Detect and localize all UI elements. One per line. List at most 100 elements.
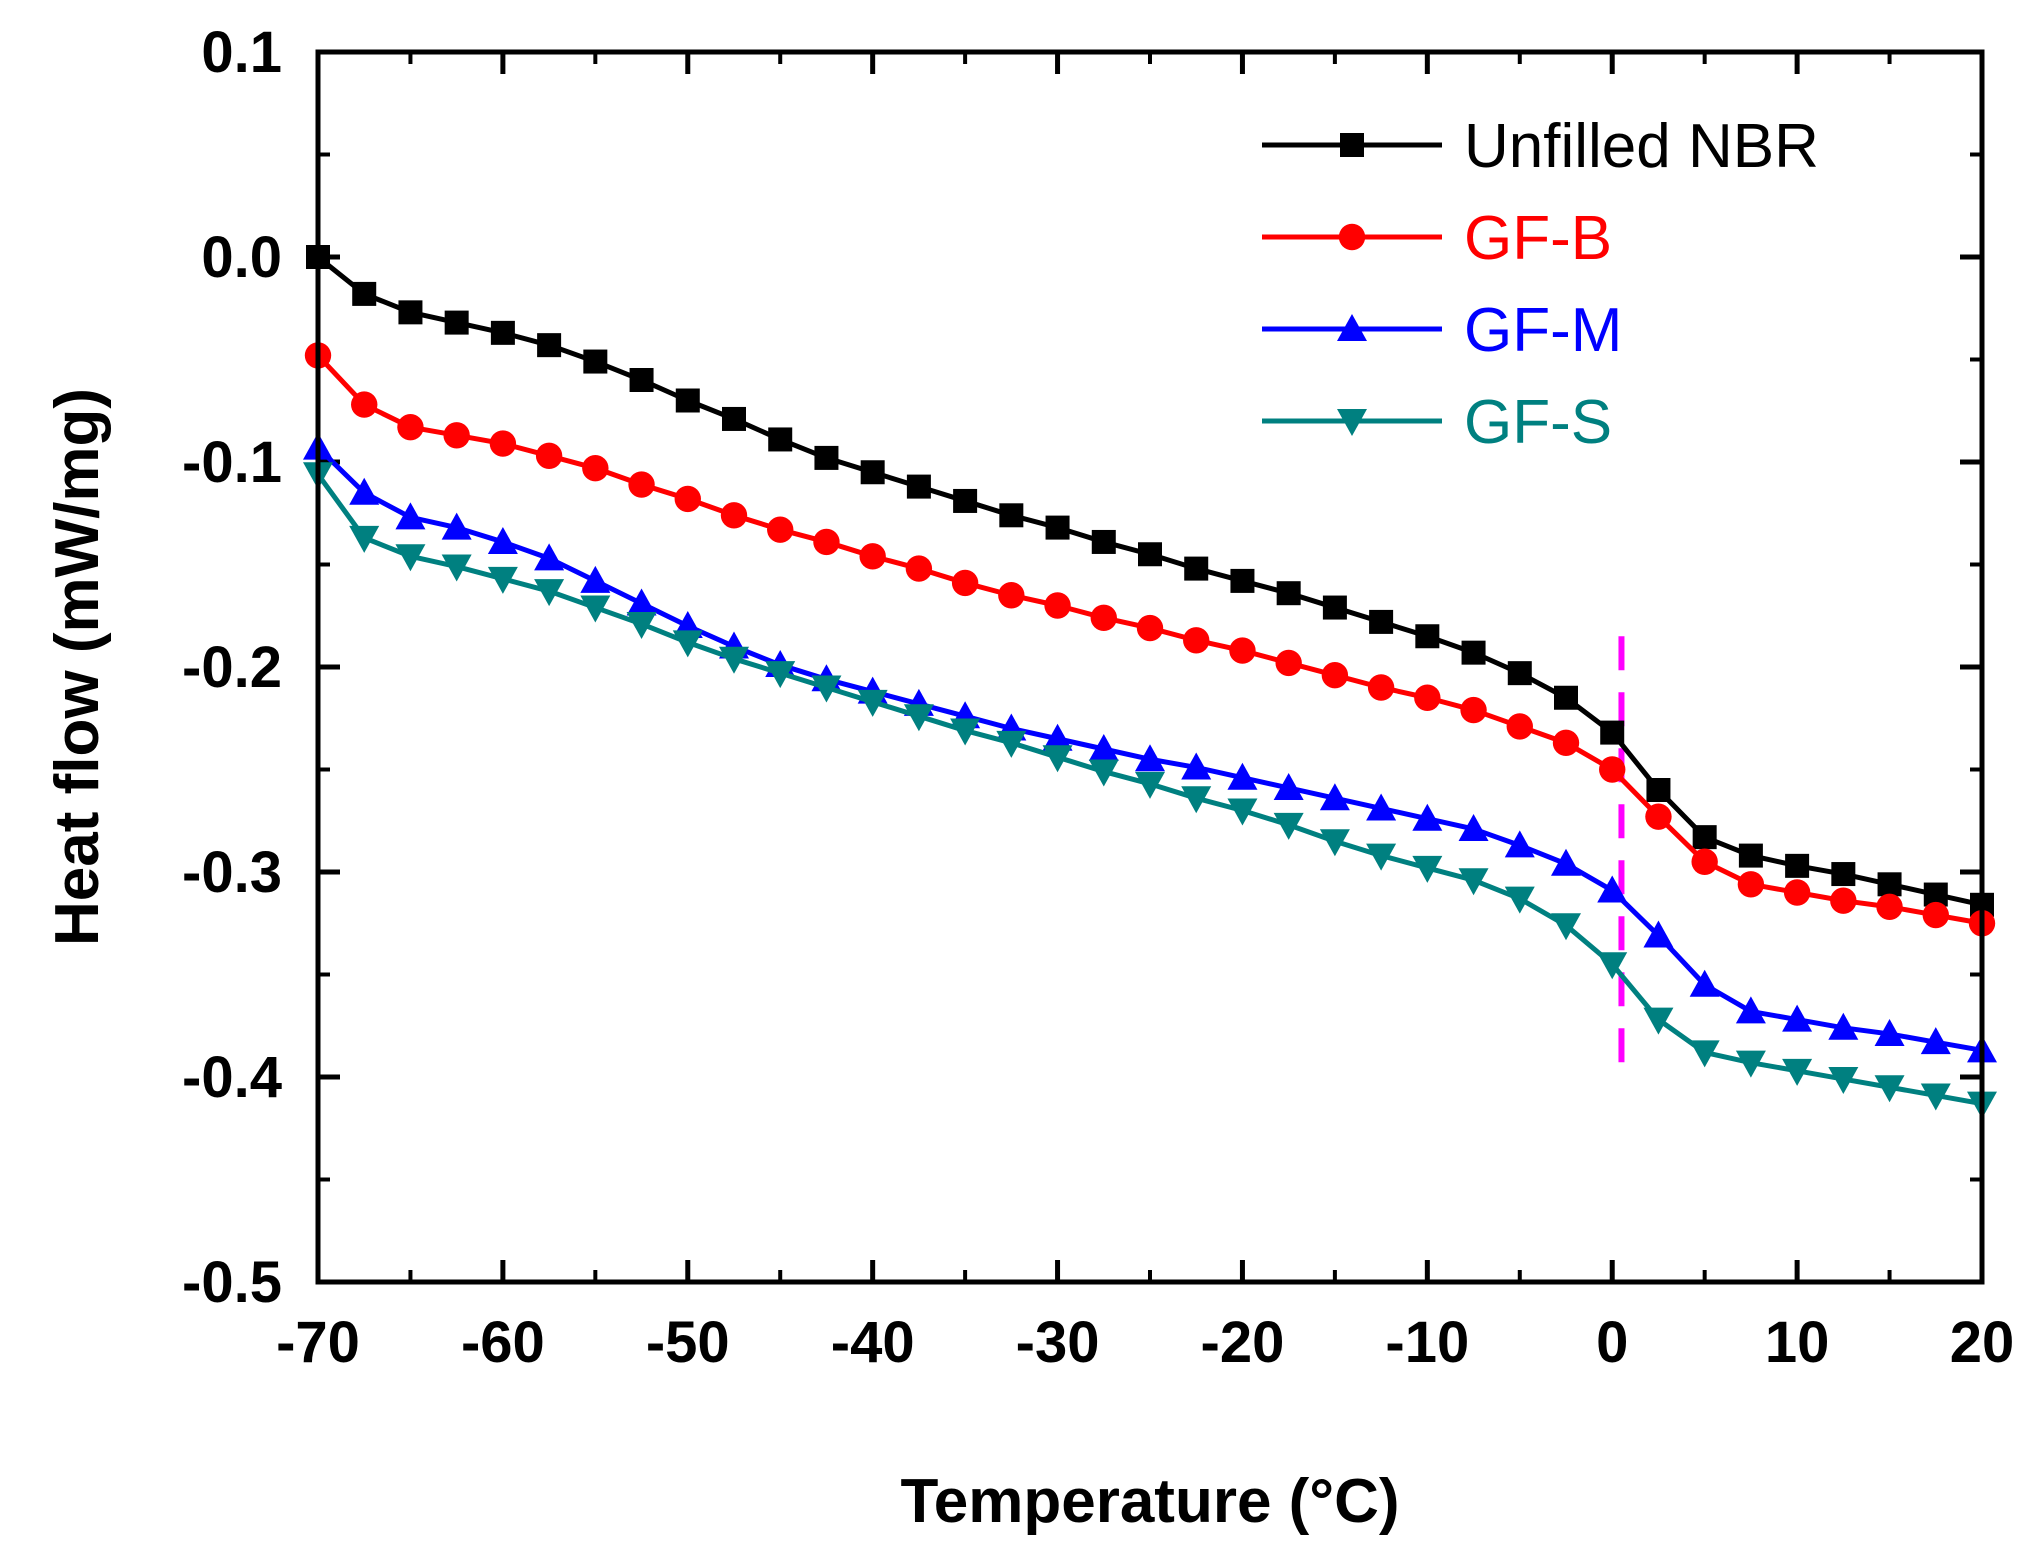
data-point-gf-m bbox=[1735, 996, 1766, 1024]
data-point-unfilled-nbr bbox=[1785, 853, 1810, 878]
data-point-unfilled-nbr bbox=[1507, 661, 1532, 686]
data-point-unfilled-nbr bbox=[768, 427, 793, 452]
data-point-unfilled-nbr bbox=[860, 460, 885, 485]
data-point-gf-s bbox=[857, 689, 888, 717]
data-point-gf-b bbox=[1737, 871, 1765, 898]
data-point-gf-s bbox=[487, 566, 518, 594]
axis-ticks bbox=[315, 49, 1985, 1285]
data-point-gf-b bbox=[628, 471, 655, 498]
data-point-gf-m bbox=[1828, 1012, 1859, 1040]
data-point-gf-s bbox=[441, 554, 472, 582]
data-point-gf-m bbox=[1135, 744, 1165, 772]
series-gf-m bbox=[303, 432, 1997, 1063]
data-point-gf-m bbox=[1643, 920, 1674, 948]
data-point-gf-s bbox=[765, 661, 796, 689]
legend-marker bbox=[1338, 223, 1366, 251]
data-point-unfilled-nbr bbox=[1554, 685, 1578, 710]
data-point-unfilled-nbr bbox=[1646, 778, 1671, 802]
plot-frame bbox=[315, 49, 1985, 1285]
y-tick-labels: -0.5 -0.4 -0.3 -0.2 -0.1 0.0 0.1 bbox=[182, 20, 282, 1315]
data-point-gf-s bbox=[719, 646, 749, 674]
data-point-gf-b bbox=[1136, 614, 1164, 642]
data-point-unfilled-nbr bbox=[1230, 568, 1255, 593]
x-tick-label: -60 bbox=[461, 1310, 545, 1375]
data-point-gf-b bbox=[1783, 879, 1811, 906]
data-point-gf-m bbox=[1181, 752, 1212, 780]
y-tick-label: 0.0 bbox=[201, 225, 282, 290]
data-point-gf-m bbox=[1874, 1018, 1905, 1046]
legend: Unfilled NBR GF-B GF-M GF-S bbox=[1262, 112, 1819, 457]
data-point-unfilled-nbr bbox=[906, 474, 931, 499]
data-point-unfilled-nbr bbox=[1831, 862, 1856, 887]
data-point-gf-b bbox=[443, 422, 470, 449]
y-tick-label: -0.2 bbox=[182, 635, 282, 700]
x-tick-label: -40 bbox=[831, 1310, 915, 1375]
data-point-gf-m bbox=[1920, 1027, 1951, 1055]
data-point-unfilled-nbr bbox=[490, 320, 515, 345]
data-point-gf-s bbox=[395, 544, 426, 572]
data-point-gf-s bbox=[1042, 745, 1073, 773]
legend-label: GF-M bbox=[1464, 296, 1622, 365]
data-point-unfilled-nbr bbox=[1045, 515, 1070, 540]
data-point-gf-s bbox=[1920, 1083, 1951, 1111]
data-point-unfilled-nbr bbox=[1138, 542, 1162, 567]
data-point-gf-s bbox=[626, 611, 657, 639]
legend-entry-gf-s: GF-S bbox=[1262, 388, 1612, 457]
legend-marker bbox=[1337, 314, 1367, 341]
data-point-gf-s bbox=[1735, 1050, 1766, 1078]
data-point-unfilled-nbr bbox=[675, 388, 700, 413]
data-point-gf-s bbox=[996, 730, 1027, 758]
data-point-gf-b bbox=[998, 582, 1025, 609]
data-point-gf-m bbox=[1366, 793, 1397, 821]
data-point-gf-s bbox=[1088, 759, 1119, 787]
series-group bbox=[303, 245, 1997, 1119]
data-point-gf-b bbox=[1830, 887, 1857, 914]
x-tick-label: -50 bbox=[646, 1310, 730, 1375]
x-axis-title: Temperature (°C) bbox=[900, 1467, 1399, 1536]
y-tick-label: -0.1 bbox=[182, 430, 282, 495]
data-point-unfilled-nbr bbox=[814, 445, 839, 470]
data-point-unfilled-nbr bbox=[1276, 581, 1301, 606]
data-point-unfilled-nbr bbox=[398, 300, 423, 325]
data-point-gf-b bbox=[1599, 756, 1626, 783]
data-point-unfilled-nbr bbox=[629, 368, 654, 392]
legend-label: Unfilled NBR bbox=[1464, 112, 1819, 181]
data-point-unfilled-nbr bbox=[1369, 609, 1394, 634]
data-point-unfilled-nbr bbox=[953, 488, 978, 513]
data-point-gf-m bbox=[1273, 772, 1304, 800]
data-point-gf-m bbox=[1088, 734, 1119, 761]
data-point-gf-b bbox=[1645, 803, 1672, 830]
data-point-gf-b bbox=[535, 442, 563, 470]
data-point-gf-b bbox=[1321, 662, 1349, 689]
data-point-unfilled-nbr bbox=[537, 333, 562, 358]
data-point-gf-m bbox=[1227, 762, 1258, 790]
data-point-gf-b bbox=[674, 485, 701, 513]
data-point-gf-m bbox=[1319, 783, 1350, 811]
data-point-gf-b bbox=[351, 391, 378, 418]
data-point-gf-s bbox=[1504, 886, 1535, 914]
x-tick-label: -10 bbox=[1385, 1310, 1469, 1375]
data-point-gf-b bbox=[1044, 592, 1071, 619]
data-point-gf-m bbox=[1782, 1004, 1813, 1032]
data-point-gf-s bbox=[1828, 1067, 1859, 1095]
data-point-gf-b bbox=[1552, 729, 1580, 757]
data-point-gf-b bbox=[1876, 893, 1903, 921]
data-point-unfilled-nbr bbox=[1692, 825, 1717, 850]
data-point-gf-b bbox=[1414, 684, 1441, 711]
data-point-gf-b bbox=[1090, 604, 1117, 631]
x-tick-label: 10 bbox=[1765, 1310, 1830, 1375]
data-point-gf-b bbox=[397, 413, 424, 441]
data-point-gf-b bbox=[859, 543, 886, 570]
data-point-gf-m bbox=[1504, 830, 1535, 858]
y-tick-label: -0.3 bbox=[182, 840, 282, 905]
x-tick-labels: -70 -60 -50 -40 -30 -20 -10 0 10 20 bbox=[276, 1310, 2014, 1375]
data-point-gf-b bbox=[905, 555, 933, 582]
data-point-gf-s bbox=[1319, 829, 1350, 857]
data-point-gf-m bbox=[580, 565, 611, 593]
data-point-gf-b bbox=[1183, 627, 1210, 654]
data-point-gf-s bbox=[349, 525, 380, 553]
data-point-unfilled-nbr bbox=[722, 406, 746, 431]
x-tick-label: 20 bbox=[1950, 1310, 2015, 1375]
data-point-gf-b bbox=[1691, 848, 1718, 875]
